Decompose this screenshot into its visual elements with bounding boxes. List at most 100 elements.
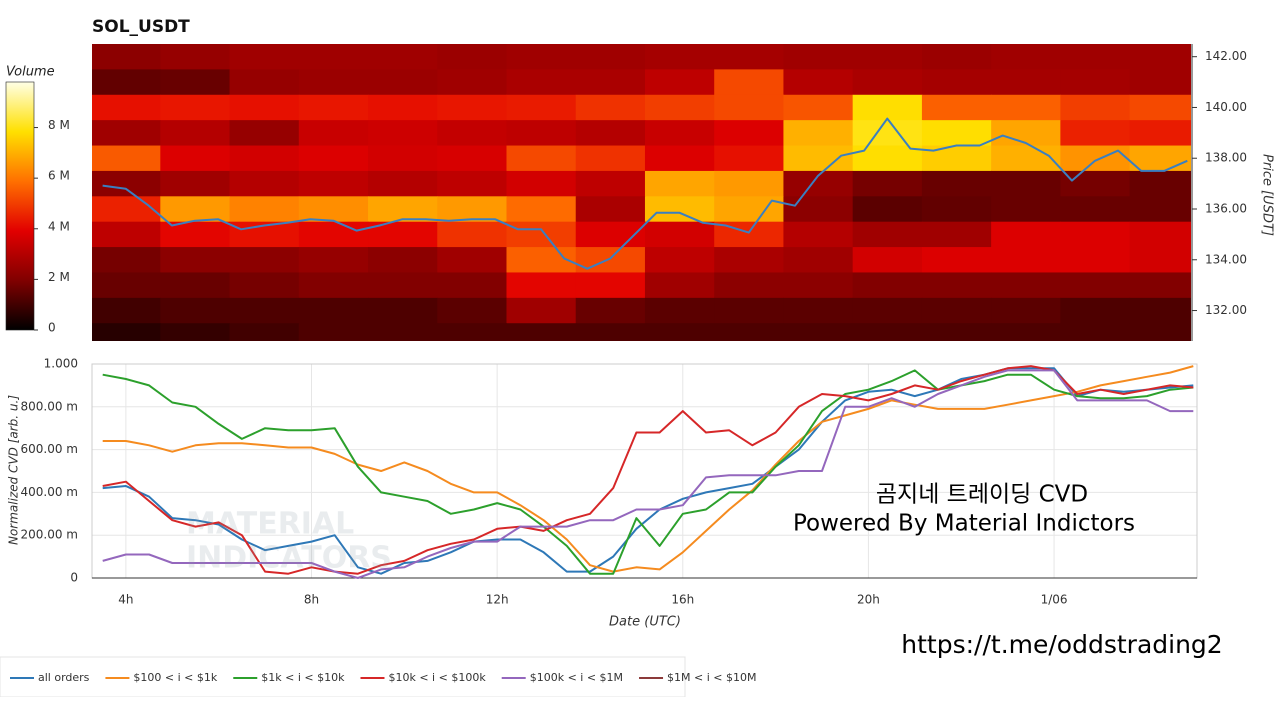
heat-cell (644, 272, 715, 299)
heat-cell (368, 247, 438, 273)
heat-cell (991, 196, 1061, 223)
heat-cell (160, 145, 231, 172)
heat-cell (368, 170, 438, 197)
heat-cell (921, 120, 992, 147)
heat-cell (298, 247, 369, 273)
heat-cell (368, 272, 438, 299)
link: https://t.me/oddstrading2 (901, 630, 1222, 659)
heat-cell (644, 44, 715, 70)
heat-cell (92, 120, 161, 147)
heat-cell (92, 145, 161, 172)
heat-cell (783, 69, 854, 96)
y-tick-label: 136.00 (1205, 202, 1247, 216)
y-tick-label: 1.000 (44, 357, 78, 371)
heat-cell (160, 170, 231, 197)
heat-cell (644, 145, 715, 172)
heat-cell (298, 145, 369, 172)
heat-cell (852, 44, 923, 70)
heat-cell (506, 297, 577, 324)
heat-cell (92, 170, 161, 197)
heat-cell (991, 221, 1061, 248)
heat-cell (437, 221, 507, 248)
heat-cell (575, 323, 646, 341)
heat-cell (368, 196, 438, 223)
heat-cell (575, 145, 646, 172)
heat-cell (852, 247, 923, 273)
x-tick-label: 12h (486, 593, 509, 607)
heat-cell (714, 170, 784, 197)
heat-cell (714, 94, 784, 121)
heat-cell (575, 94, 646, 121)
heat-cell (575, 272, 646, 299)
colorbar-label: Volume (6, 65, 55, 80)
heat-cell (368, 120, 438, 147)
watermark: INDICATORS (186, 541, 392, 576)
heat-cell (298, 44, 369, 70)
heat-cell (644, 297, 715, 324)
heat-cell (921, 170, 992, 197)
heat-cell (783, 196, 854, 223)
heat-cell (991, 94, 1061, 121)
colorbar-tick-label: 8 M (48, 118, 70, 132)
heat-cell (506, 145, 577, 172)
heat-cell (92, 196, 161, 223)
legend-label: all orders (38, 671, 90, 684)
heat-cell (437, 170, 507, 197)
heat-cell (921, 323, 992, 341)
heat-cell (229, 272, 300, 299)
heatmap (92, 44, 1191, 341)
heat-cell (1129, 221, 1191, 248)
heat-cell (92, 272, 161, 299)
heat-cell (783, 221, 854, 248)
y-tick-label: 140.00 (1205, 100, 1247, 114)
heat-cell (298, 297, 369, 324)
heat-cell (298, 221, 369, 248)
caption: 곰지네 트레이딩 CVD (876, 482, 1088, 508)
heat-cell (575, 44, 646, 70)
heat-cell (1129, 297, 1191, 324)
heat-cell (1129, 120, 1191, 147)
heat-cell (229, 94, 300, 121)
heat-cell (852, 272, 923, 299)
heat-cell (229, 323, 300, 341)
heat-cell (714, 44, 784, 70)
heat-cell (714, 297, 784, 324)
y-tick-label: 800.00 m (21, 399, 79, 413)
heat-cell (991, 44, 1061, 70)
y-axis-label: Price [USDT] (1260, 154, 1275, 236)
heat-cell (575, 170, 646, 197)
heat-cell (644, 323, 715, 341)
y-tick-label: 400.00 m (21, 485, 79, 499)
heat-cell (160, 323, 231, 341)
heat-cell (160, 69, 231, 96)
heat-cell (1060, 323, 1131, 341)
heat-cell (506, 272, 577, 299)
heat-cell (506, 120, 577, 147)
heat-cell (1060, 69, 1131, 96)
x-tick-label: 8h (304, 593, 319, 607)
heat-cell (368, 297, 438, 324)
heat-cell (1129, 196, 1191, 223)
heat-cell (921, 44, 992, 70)
heat-cell (783, 44, 854, 70)
heat-cell (437, 272, 507, 299)
heat-cell (437, 69, 507, 96)
heat-cell (437, 120, 507, 147)
y-tick-label: 142.00 (1205, 49, 1247, 63)
heat-cell (921, 69, 992, 96)
legend-label: $100 < i < $1k (133, 671, 217, 684)
heat-cell (1060, 44, 1131, 70)
heat-cell (92, 247, 161, 273)
heat-cell (714, 272, 784, 299)
heat-cell (852, 221, 923, 248)
heat-cell (991, 120, 1061, 147)
heat-cell (229, 247, 300, 273)
heat-cell (852, 69, 923, 96)
heat-cell (229, 120, 300, 147)
heat-cell (921, 221, 992, 248)
heat-cell (783, 297, 854, 324)
heat-cell (1060, 272, 1131, 299)
heat-cell (644, 170, 715, 197)
heat-cell (437, 323, 507, 341)
